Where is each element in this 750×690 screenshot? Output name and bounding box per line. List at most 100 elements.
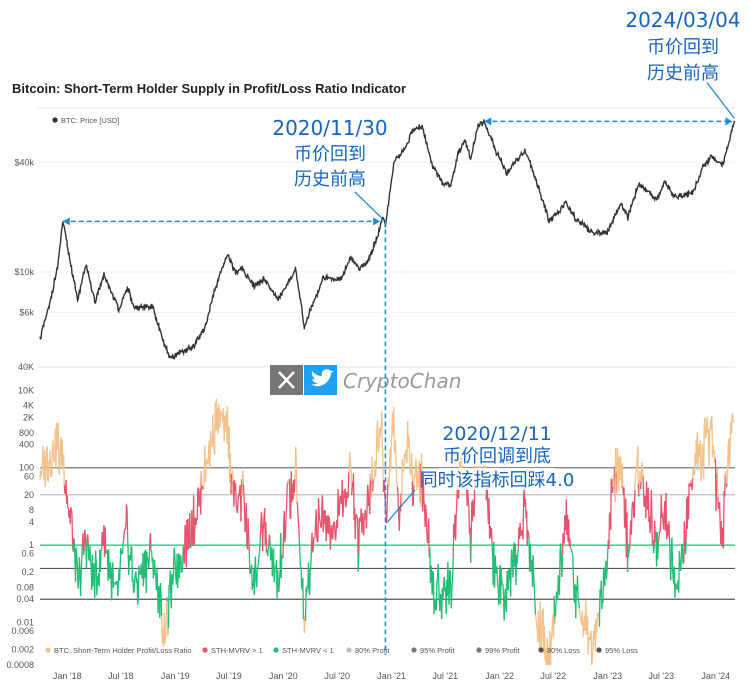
ratio-segment [158,585,160,588]
price-line [39,119,736,361]
ratio-segment [77,575,80,589]
ratio-segment [302,618,305,621]
ratio-segment [628,548,631,552]
ratio-segment [288,479,291,518]
ratio-segment [610,477,613,480]
ratio-segment [315,509,318,536]
ratio-segment [235,483,237,507]
ratio-segment [332,524,334,540]
ratio-segment [41,463,44,468]
ratio-segment [163,612,166,644]
ratio-segment [396,478,398,487]
ratio-segment [470,533,472,563]
ratio-segment [100,548,103,551]
ratio-segment [639,481,642,490]
ratio-segment [284,516,287,538]
ratio-segment [204,465,207,482]
ratio-segment [84,529,86,535]
ratio-segment [220,411,223,414]
ratio-segment [494,555,497,571]
ratio-segment [496,585,499,588]
watermark-text: CryptoChan [343,369,461,393]
ratio-segment [235,505,238,510]
ratio-y-tick: 4 [29,517,34,527]
ratio-segment [61,439,64,469]
ratio-segment [85,539,88,569]
ratio-segment [257,554,260,564]
ratio-segment [271,557,274,577]
ratio-segment [166,597,168,602]
ratio-segment [351,481,354,488]
ratio-segment [451,555,454,582]
ratio-segment [527,533,530,538]
ratio-segment [122,538,125,543]
ratio-segment [124,520,127,528]
ratio-segment [78,557,81,573]
ratio-segment [253,565,256,596]
ratio-segment [729,436,731,467]
ratio-segment [355,514,358,518]
ratio-segment [502,584,505,596]
ratio-segment [46,446,49,481]
ratio-segment [125,504,128,509]
ratio-segment [262,516,265,529]
ratio-segment [397,491,400,511]
callout-arrow [704,79,735,119]
ratio-segment [190,543,192,549]
x-tick: Jul '23 [648,671,674,681]
ratio-segment [256,572,258,588]
ratio-segment [554,616,556,625]
ratio-segment [411,452,414,482]
ratio-segment [637,483,640,497]
legend-label: 95% Profit [420,646,456,655]
ratio-segment [425,504,427,514]
ratio-segment [521,530,524,533]
ratio-segment [377,446,380,452]
ratio-segment [181,565,184,572]
ratio-segment [534,601,537,615]
ratio-segment [89,563,92,568]
ratio-segment [104,527,107,554]
ratio-segment [380,425,382,428]
ratio-segment [218,403,221,410]
ratio-y-tick: 4K [23,401,34,411]
ratio-segment [717,497,720,509]
ratio-segment [651,511,654,546]
ratio-segment [140,563,143,576]
price-legend-label: BTC: Price [USD] [61,116,119,125]
ratio-segment [149,533,152,551]
ratio-segment [154,572,157,576]
ratio-segment [258,538,261,553]
ratio-segment [491,544,494,553]
ratio-segment [121,542,124,554]
ratio-segment [260,512,263,520]
ratio-segment [101,531,104,540]
ratio-segment [349,452,352,467]
ratio-segment [519,523,522,534]
ratio-segment [70,507,72,509]
ratio-segment [120,548,123,553]
ratio-segment [721,527,724,533]
ratio-segment [84,534,87,546]
ratio-segment [53,460,56,463]
ratio-segment [725,483,728,488]
ratio-segment [159,583,162,594]
x-tick: Jul '22 [540,671,566,681]
ratio-segment [184,525,187,534]
ratio-segment [668,539,671,564]
ratio-segment [157,586,160,614]
ratio-segment [314,522,317,538]
price-y-tick: $40k [14,158,34,168]
ratio-segment [375,464,377,477]
ratio-segment [579,618,582,620]
ratio-segment [349,466,352,470]
ratio-segment [244,523,247,533]
ratio-y-tick: 100 [19,463,34,473]
ratio-segment [129,546,132,561]
ratio-segment [432,570,434,573]
ratio-segment [351,487,353,496]
ratio-y-tick: 10K [18,385,34,395]
ratio-segment [66,495,69,509]
ratio-segment [570,548,573,551]
